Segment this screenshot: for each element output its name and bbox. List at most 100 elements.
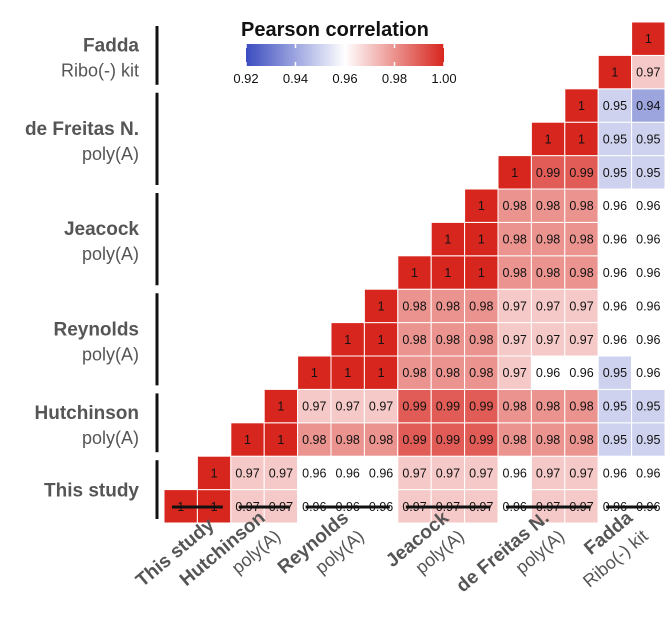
heatmap-cell-label: 0.97 bbox=[369, 400, 393, 414]
heatmap-cell-label: 0.96 bbox=[536, 366, 560, 380]
heatmap-cell-label: 1 bbox=[378, 299, 385, 313]
heatmap-cell-label: 0.99 bbox=[436, 433, 460, 447]
heatmap-cell-label: 0.95 bbox=[636, 166, 660, 180]
heatmap-cell-label: 0.98 bbox=[503, 266, 527, 280]
heatmap-cell bbox=[597, 455, 633, 491]
heatmap-cell-label: 0.98 bbox=[503, 433, 527, 447]
heatmap-cell-label: 1 bbox=[578, 99, 585, 113]
heatmap-cell bbox=[530, 221, 566, 257]
heatmap-cell bbox=[297, 455, 332, 491]
row-group-name: de Freitas N. bbox=[25, 119, 139, 140]
heatmap-cell-label: 0.96 bbox=[636, 466, 660, 480]
heatmap-cell bbox=[263, 455, 299, 491]
heatmap-cell bbox=[631, 121, 666, 157]
heatmap-cell bbox=[631, 288, 666, 324]
heatmap-cell bbox=[597, 221, 633, 257]
heatmap-cell-label: 1 bbox=[411, 266, 418, 280]
heatmap-cell-label: 0.95 bbox=[636, 433, 660, 447]
heatmap-cell-label: 0.99 bbox=[402, 433, 426, 447]
heatmap-cell bbox=[497, 188, 532, 223]
heatmap-cell-label: 0.98 bbox=[536, 199, 560, 213]
heatmap-cell-label: 1 bbox=[244, 433, 251, 447]
heatmap-cell-label: 0.97 bbox=[269, 466, 293, 480]
heatmap-cell bbox=[564, 255, 599, 290]
heatmap-cell-label: 1 bbox=[311, 366, 318, 380]
heatmap-cell-label: 0.96 bbox=[603, 333, 627, 347]
heatmap-cell-label: 0.97 bbox=[469, 466, 493, 480]
heatmap-cell-label: 0.96 bbox=[603, 266, 627, 280]
heatmap-cell bbox=[397, 255, 432, 290]
heatmap-cell-label: 0.97 bbox=[402, 466, 426, 480]
heatmap-cell-label: 0.98 bbox=[569, 433, 593, 447]
heatmap-cell bbox=[564, 221, 599, 257]
heatmap-cell-label: 0.99 bbox=[469, 433, 493, 447]
heatmap-cell-label: 0.95 bbox=[636, 400, 660, 414]
row-group-subtitle: poly(A) bbox=[82, 428, 139, 448]
heatmap-cell bbox=[530, 388, 566, 424]
heatmap-cell-label: 0.97 bbox=[336, 400, 360, 414]
heatmap-cell bbox=[530, 455, 566, 491]
heatmap-cell-label: 0.97 bbox=[436, 466, 460, 480]
heatmap-cell-label: 0.96 bbox=[636, 233, 660, 247]
heatmap-cell bbox=[631, 188, 666, 223]
heatmap-cell bbox=[597, 54, 633, 90]
heatmap-cell bbox=[363, 388, 399, 424]
heatmap-cell-label: 0.95 bbox=[636, 132, 660, 146]
heatmap-cell-label: 1 bbox=[444, 266, 451, 280]
heatmap-cell-label: 0.96 bbox=[636, 199, 660, 213]
heatmap-cell bbox=[631, 54, 666, 90]
heatmap-cell bbox=[597, 355, 633, 390]
legend-ticks: 0.92 0.94 0.96 0.98 1.00 bbox=[233, 44, 457, 86]
heatmap-cell bbox=[631, 422, 666, 457]
heatmap-cell-label: 0.97 bbox=[536, 333, 560, 347]
heatmap-cell-label: 0.99 bbox=[469, 400, 493, 414]
heatmap-cell-label: 1 bbox=[478, 233, 485, 247]
heatmap-cell-label: 0.97 bbox=[235, 466, 259, 480]
heatmap-cell-label: 0.98 bbox=[436, 366, 460, 380]
row-group-name: This study bbox=[44, 481, 139, 502]
heatmap-cell-label: 0.97 bbox=[569, 299, 593, 313]
heatmap-cell-label: 0.99 bbox=[569, 166, 593, 180]
heatmap-cell-label: 0.96 bbox=[636, 299, 660, 313]
legend-tick-label: 1.00 bbox=[431, 71, 456, 86]
heatmap-cell-label: 0.97 bbox=[569, 333, 593, 347]
heatmap-cell-label: 0.98 bbox=[302, 433, 326, 447]
heatmap-cell-label: 1 bbox=[378, 333, 385, 347]
heatmap-cell bbox=[530, 155, 566, 190]
heatmap-cell-label: 0.98 bbox=[536, 266, 560, 280]
heatmap-cell bbox=[363, 455, 399, 491]
heatmap-cell bbox=[397, 288, 432, 324]
heatmap-cell-label: 0.99 bbox=[436, 400, 460, 414]
heatmap-cell-label: 0.96 bbox=[636, 366, 660, 380]
heatmap-cells: 1 1 0.97 0.97 0.96 0.96 0.96 0.97 0.97 0.97 0.96 0.… bbox=[163, 21, 666, 524]
heatmap-cell-label: 0.95 bbox=[603, 366, 627, 380]
heatmap-cell bbox=[397, 455, 432, 491]
row-group-subtitle: poly(A) bbox=[82, 344, 139, 364]
heatmap-cell-label: 0.98 bbox=[402, 366, 426, 380]
heatmap-cell-label: 0.96 bbox=[636, 266, 660, 280]
heatmap-cell-label: 1 bbox=[645, 32, 652, 46]
heatmap-cell-label: 0.98 bbox=[536, 233, 560, 247]
heatmap-cell bbox=[363, 288, 399, 324]
heatmap-cell bbox=[430, 221, 466, 257]
heatmap-cell-label: 0.98 bbox=[402, 299, 426, 313]
legend-tick-label: 0.94 bbox=[283, 71, 308, 86]
heatmap-cell-label: 0.98 bbox=[369, 433, 393, 447]
heatmap-cell-label: 0.98 bbox=[436, 299, 460, 313]
row-group-subtitle: poly(A) bbox=[82, 244, 139, 264]
heatmap-cell bbox=[631, 21, 666, 56]
heatmap-cell bbox=[597, 255, 633, 290]
heatmap-cell bbox=[430, 388, 466, 424]
heatmap-cell bbox=[397, 322, 432, 357]
row-group-name: Reynolds bbox=[53, 319, 139, 340]
heatmap-cell-label: 0.97 bbox=[636, 66, 660, 80]
row-group-name: Hutchinson bbox=[35, 403, 140, 424]
heatmap-cell-label: 0.96 bbox=[369, 466, 393, 480]
heatmap-cell bbox=[464, 322, 499, 357]
legend-tick-label: 0.98 bbox=[382, 71, 407, 86]
heatmap-cell-label: 0.99 bbox=[402, 400, 426, 414]
heatmap-cell bbox=[497, 221, 532, 257]
heatmap-cell-label: 1 bbox=[545, 132, 552, 146]
heatmap-cell-label: 0.98 bbox=[569, 199, 593, 213]
